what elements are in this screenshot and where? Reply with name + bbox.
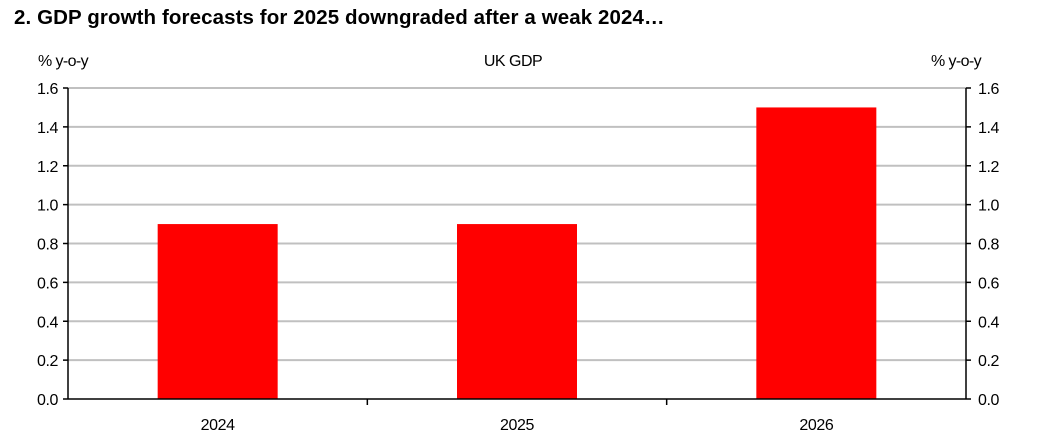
left-y-tick-label: 0.2	[37, 353, 59, 370]
right-y-tick-label: 1.4	[978, 120, 1000, 137]
right-y-tick-label: 0.8	[978, 237, 1000, 254]
figure-title: 2. GDP growth forecasts for 2025 downgra…	[14, 6, 665, 29]
left-y-tick-label: 1.6	[37, 81, 59, 98]
left-y-tick-label: 0.0	[37, 392, 59, 409]
left-axis-label: % y-o-y	[38, 53, 89, 70]
right-y-tick-label: 1.0	[978, 198, 1000, 215]
right-y-tick-label: 0.2	[978, 353, 1000, 370]
left-y-tick-label: 0.6	[37, 275, 59, 292]
bars	[157, 107, 877, 399]
bar-2025	[457, 224, 577, 399]
x-tick-label: 2025	[500, 417, 534, 434]
right-axis-label: % y-o-y	[931, 53, 982, 70]
left-y-tick-label: 1.0	[37, 198, 59, 215]
x-tick-label: 2024	[201, 417, 235, 434]
right-y-tick-label: 0.6	[978, 275, 1000, 292]
right-y-tick-label: 1.2	[978, 159, 1000, 176]
left-y-tick-label: 0.8	[37, 237, 59, 254]
right-y-tick-label: 1.6	[978, 81, 1000, 98]
left-y-tick-label: 1.2	[37, 159, 59, 176]
tick-labels: 0.0 0.0 0.2 0.2 0.4 0.4 0.6 0.6 0.8 0.8 1.0 1.0 1.2 1…	[37, 81, 1000, 434]
bar-2026	[756, 107, 877, 399]
bar-2024	[157, 224, 278, 399]
right-y-tick-label: 0.0	[978, 392, 1000, 409]
chart-title: UK GDP	[484, 53, 542, 70]
x-tick-label: 2026	[799, 417, 833, 434]
left-y-tick-label: 1.4	[37, 120, 59, 137]
right-y-tick-label: 0.4	[978, 314, 1000, 331]
left-y-tick-label: 0.4	[37, 314, 59, 331]
axes	[63, 87, 971, 405]
